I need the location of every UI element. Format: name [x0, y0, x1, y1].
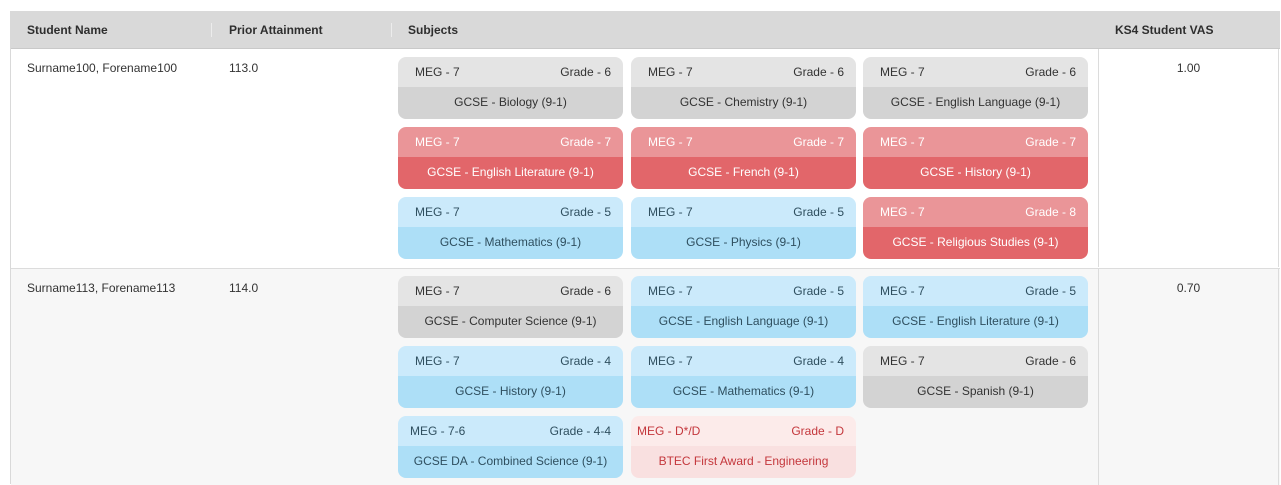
meg-label: MEG - 7: [648, 135, 693, 149]
grade-label: Grade - 5: [793, 205, 844, 219]
subject-name: GCSE - Chemistry (9-1): [631, 87, 856, 119]
table-row: Surname113, Forename113 114.0 MEG - 7 Gra…: [11, 268, 1280, 485]
subject-tile[interactable]: MEG - 7 Grade - 6 GCSE - Computer Science…: [398, 276, 623, 338]
subject-name: GCSE - Spanish (9-1): [863, 376, 1088, 408]
subject-name: GCSE - History (9-1): [398, 376, 623, 408]
subject-name: GCSE - English Language (9-1): [631, 306, 856, 338]
column-header-subjects[interactable]: Subjects: [408, 23, 459, 37]
meg-label: MEG - 7: [648, 284, 693, 298]
column-divider: [1098, 49, 1099, 267]
prior-attainment-value: 113.0: [229, 61, 259, 75]
subject-name: GCSE - Computer Science (9-1): [398, 306, 623, 338]
subject-name: GCSE - Biology (9-1): [398, 87, 623, 119]
subject-tile[interactable]: MEG - 7 Grade - 7 GCSE - English Literatu…: [398, 127, 623, 189]
grade-label: Grade - 5: [793, 284, 844, 298]
grade-label: Grade - 4-4: [549, 424, 611, 438]
meg-label: MEG - 7: [415, 135, 460, 149]
subject-tile[interactable]: MEG - 7 Grade - 5 GCSE - English Language…: [631, 276, 856, 338]
grade-label: Grade - 4: [793, 354, 844, 368]
grade-label: Grade - 6: [793, 65, 844, 79]
subject-name: GCSE - English Language (9-1): [863, 87, 1088, 119]
meg-label: MEG - 7: [880, 65, 925, 79]
subject-name: GCSE - English Literature (9-1): [863, 306, 1088, 338]
table-row: Surname100, Forename100 113.0 MEG - 7 Gra…: [11, 49, 1280, 267]
table-header: Student Name Prior Attainment Subjects K…: [11, 11, 1280, 49]
meg-label: MEG - D*/D: [637, 424, 701, 438]
meg-label: MEG - 7: [415, 284, 460, 298]
column-divider: [1098, 269, 1099, 485]
subject-tile[interactable]: MEG - 7 Grade - 5 GCSE - English Literatu…: [863, 276, 1088, 338]
column-divider: [211, 23, 212, 37]
subject-name: GCSE - English Literature (9-1): [398, 157, 623, 189]
subject-name: GCSE - History (9-1): [863, 157, 1088, 189]
grade-label: Grade - 4: [560, 354, 611, 368]
meg-label: MEG - 7: [648, 354, 693, 368]
subject-name: GCSE - Mathematics (9-1): [398, 227, 623, 259]
grade-label: Grade - 8: [1025, 205, 1076, 219]
subject-name: GCSE - Mathematics (9-1): [631, 376, 856, 408]
subject-name: GCSE - French (9-1): [631, 157, 856, 189]
student-name[interactable]: Surname113, Forename113: [27, 281, 176, 295]
subject-tile[interactable]: MEG - 7-6 Grade - 4-4 GCSE DA - Combined …: [398, 416, 623, 478]
meg-label: MEG - 7: [648, 205, 693, 219]
subject-tile[interactable]: MEG - 7 Grade - 6 GCSE - Spanish (9-1): [863, 346, 1088, 408]
subject-tile[interactable]: MEG - D*/D Grade - D BTEC First Award - E…: [631, 416, 856, 478]
grade-label: Grade - 7: [560, 135, 611, 149]
column-header-prior-attainment[interactable]: Prior Attainment: [229, 23, 323, 37]
grade-label: Grade - 5: [560, 205, 611, 219]
meg-label: MEG - 7: [880, 284, 925, 298]
subject-tile[interactable]: MEG - 7 Grade - 6 GCSE - Biology (9-1): [398, 57, 623, 119]
student-name[interactable]: Surname100, Forename100: [27, 61, 178, 75]
grade-label: Grade - 7: [1025, 135, 1076, 149]
grade-label: Grade - D: [791, 424, 844, 438]
meg-label: MEG - 7: [880, 205, 925, 219]
ks4-vas-value: 1.00: [1176, 61, 1201, 75]
subject-tile[interactable]: MEG - 7 Grade - 7 GCSE - French (9-1): [631, 127, 856, 189]
subject-name: GCSE - Physics (9-1): [631, 227, 856, 259]
table-edge: [1278, 49, 1279, 267]
meg-label: MEG - 7-6: [410, 424, 466, 438]
subject-tile[interactable]: MEG - 7 Grade - 4 GCSE - Mathematics (9-1…: [631, 346, 856, 408]
subject-tile[interactable]: MEG - 7 Grade - 8 GCSE - Religious Studie…: [863, 197, 1088, 259]
meg-label: MEG - 7: [880, 354, 925, 368]
meg-label: MEG - 7: [415, 65, 460, 79]
subject-tile[interactable]: MEG - 7 Grade - 6 GCSE - English Language…: [863, 57, 1088, 119]
table-edge: [1278, 269, 1279, 485]
subject-name: GCSE - Religious Studies (9-1): [863, 227, 1088, 259]
student-results-table: Student Name Prior Attainment Subjects K…: [10, 11, 1280, 485]
subject-name: GCSE DA - Combined Science (9-1): [398, 446, 623, 478]
column-header-student-name[interactable]: Student Name: [27, 23, 108, 37]
grade-label: Grade - 5: [1025, 284, 1076, 298]
column-divider: [391, 23, 392, 37]
meg-label: MEG - 7: [648, 65, 693, 79]
grade-label: Grade - 6: [1025, 65, 1076, 79]
meg-label: MEG - 7: [415, 205, 460, 219]
subject-tile[interactable]: MEG - 7 Grade - 5 GCSE - Physics (9-1): [631, 197, 856, 259]
column-header-ks4-vas[interactable]: KS4 Student VAS: [1115, 23, 1214, 37]
subject-tile[interactable]: MEG - 7 Grade - 4 GCSE - History (9-1): [398, 346, 623, 408]
meg-label: MEG - 7: [415, 354, 460, 368]
grade-label: Grade - 6: [560, 284, 611, 298]
subject-tile[interactable]: MEG - 7 Grade - 7 GCSE - History (9-1): [863, 127, 1088, 189]
grade-label: Grade - 6: [560, 65, 611, 79]
prior-attainment-value: 114.0: [229, 281, 259, 295]
ks4-vas-value: 0.70: [1176, 281, 1201, 295]
subject-name: BTEC First Award - Engineering: [631, 446, 856, 478]
subject-tile[interactable]: MEG - 7 Grade - 6 GCSE - Chemistry (9-1): [631, 57, 856, 119]
grade-label: Grade - 7: [793, 135, 844, 149]
meg-label: MEG - 7: [880, 135, 925, 149]
subject-tile[interactable]: MEG - 7 Grade - 5 GCSE - Mathematics (9-1…: [398, 197, 623, 259]
grade-label: Grade - 6: [1025, 354, 1076, 368]
